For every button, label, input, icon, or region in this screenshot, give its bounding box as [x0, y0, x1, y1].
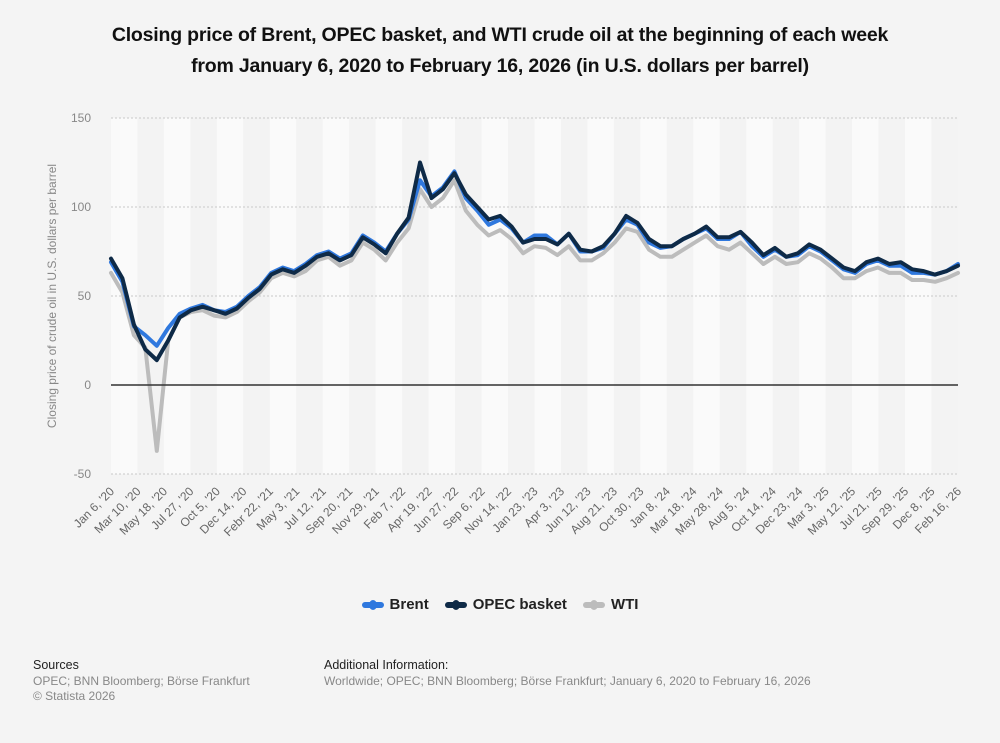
copyright: © Statista 2026: [33, 689, 116, 703]
series-line-opec-basket: [109, 160, 960, 363]
series-line-wti: [109, 178, 960, 453]
legend-label: WTI: [610, 596, 639, 613]
background-bands: [111, 118, 958, 474]
legend-marker-icon: [361, 599, 384, 610]
sources-heading: Sources: [33, 658, 79, 672]
additional-info-block: Additional Information: Worldwide; OPEC;…: [324, 658, 811, 689]
y-axis-label: Closing price of crude oil in U.S. dolla…: [45, 164, 59, 428]
series-lines: [109, 160, 960, 453]
legend-item-wti[interactable]: WTI: [582, 596, 639, 613]
legend-marker-icon: [444, 599, 467, 610]
legend-label: Brent: [389, 596, 429, 613]
y-tick-label: 100: [71, 200, 91, 214]
additional-info-heading: Additional Information:: [324, 658, 449, 672]
y-tick-label: 50: [78, 289, 92, 303]
legend-label: OPEC basket: [472, 596, 567, 613]
chart-title-line-1: Closing price of Brent, OPEC basket, and…: [111, 24, 889, 46]
legend-marker-icon: [582, 599, 605, 610]
y-axis-ticks: -50 0 50 100 150: [71, 111, 91, 481]
y-tick-label: 0: [84, 378, 91, 392]
legend-item-brent[interactable]: Brent: [361, 596, 429, 613]
sources-block: Sources OPEC; BNN Bloomberg; Börse Frank…: [33, 658, 250, 705]
chart-title: Closing price of Brent, OPEC basket, and…: [0, 20, 1000, 82]
background-band: [772, 118, 800, 474]
y-tick-label: 150: [71, 111, 91, 125]
chart-title-line-2: from January 6, 2020 to February 16, 202…: [191, 55, 809, 77]
background-band: [216, 118, 244, 474]
sources-text[interactable]: OPEC; BNN Bloomberg; Börse Frankfurt: [33, 673, 250, 688]
additional-info-text: Worldwide; OPEC; BNN Bloomberg; Börse Fr…: [324, 673, 811, 688]
y-tick-label: -50: [74, 467, 92, 481]
legend-item-opec-basket[interactable]: OPEC basket: [444, 596, 567, 613]
legend: Brent OPEC basket WTI: [0, 596, 1000, 613]
